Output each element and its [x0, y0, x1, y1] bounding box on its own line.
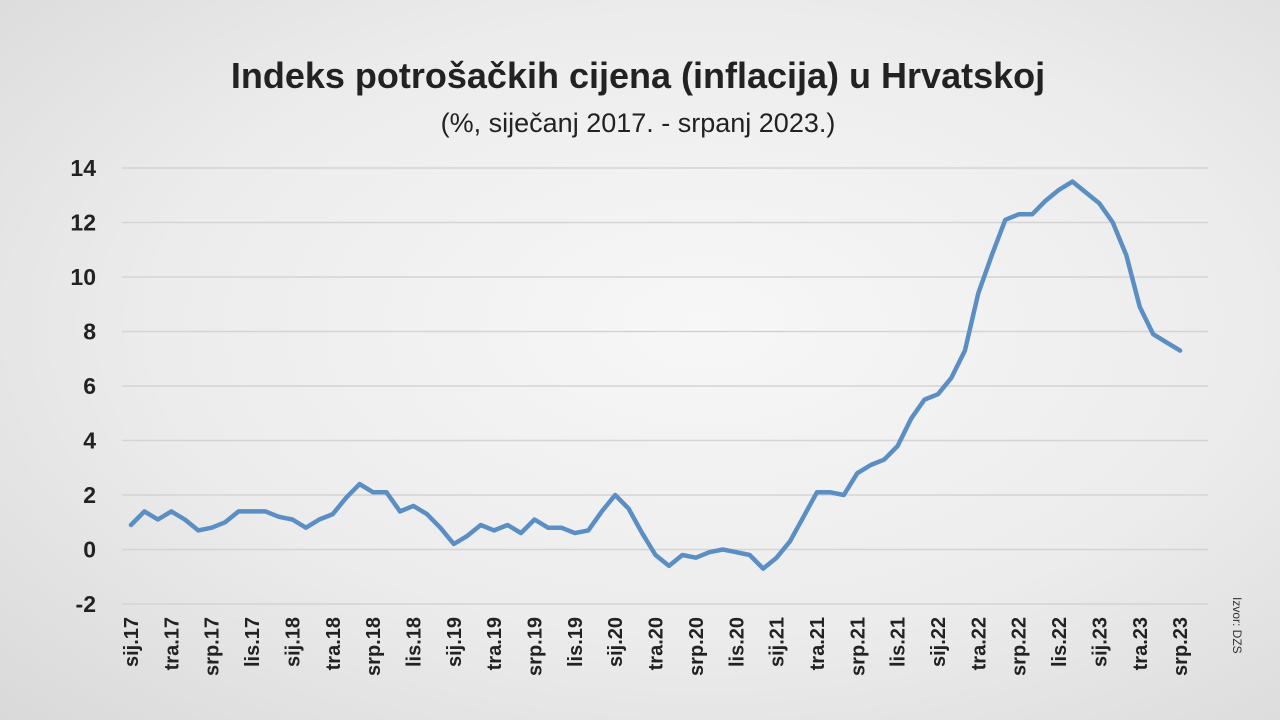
x-tick-label: tra.22 [968, 617, 990, 670]
x-tick-label: srp.20 [686, 617, 708, 676]
x-tick-label: sij.17 [121, 617, 143, 667]
x-tick-label: srp.21 [847, 617, 869, 676]
y-tick-label: 14 [70, 155, 96, 181]
y-tick-label: 2 [83, 482, 96, 508]
y-tick-label: 10 [70, 264, 96, 290]
x-tick-label: tra.18 [323, 617, 345, 670]
y-tick-label: 4 [83, 428, 96, 454]
x-tick-label: lis.18 [403, 617, 425, 667]
chart-title: Indeks potrošačkih cijena (inflacija) u … [231, 55, 1045, 96]
x-tick-label: tra.23 [1130, 617, 1152, 670]
x-tick-label: sij.23 [1089, 617, 1111, 667]
x-tick-label: tra.19 [484, 617, 506, 670]
x-tick-label: lis.21 [888, 617, 910, 667]
chart-subtitle: (%, siječanj 2017. - srpanj 2023.) [441, 108, 836, 138]
x-tick-label: lis.17 [242, 617, 264, 667]
y-axis-ticks: -2 0 2 4 6 8 10 12 14 [70, 155, 96, 617]
y-tick-label: 12 [70, 210, 96, 236]
x-tick-label: sij.19 [444, 617, 466, 667]
series-line [128, 179, 1183, 571]
x-tick-label: srp.19 [525, 617, 547, 676]
x-tick-label: srp.17 [202, 617, 224, 676]
series-group [128, 179, 1183, 571]
x-tick-label: tra.17 [161, 617, 183, 670]
x-tick-label: tra.21 [807, 617, 829, 670]
y-tick-label: 6 [83, 373, 96, 399]
x-tick-label: srp.23 [1170, 617, 1192, 676]
y-tick-label: -2 [76, 591, 96, 617]
x-axis-ticks: sij.17 tra.17 srp.17 lis.17 sij.18 tra.18 srp.… [121, 617, 1192, 676]
x-tick-label: sij.20 [605, 617, 627, 667]
x-tick-label: lis.22 [1049, 617, 1071, 667]
x-tick-label: srp.22 [1009, 617, 1031, 676]
x-tick-label: sij.22 [928, 617, 950, 667]
x-tick-label: sij.18 [282, 617, 304, 667]
source-note: Izvor: DZS [1230, 597, 1244, 654]
x-tick-label: lis.20 [726, 617, 748, 667]
x-tick-label: tra.20 [646, 617, 668, 670]
y-tick-label: 0 [83, 537, 96, 563]
gridlines [122, 167, 1208, 605]
x-tick-label: lis.19 [565, 617, 587, 667]
y-tick-label: 8 [83, 319, 96, 345]
x-tick-label: srp.18 [363, 617, 385, 676]
x-tick-label: sij.21 [767, 617, 789, 667]
